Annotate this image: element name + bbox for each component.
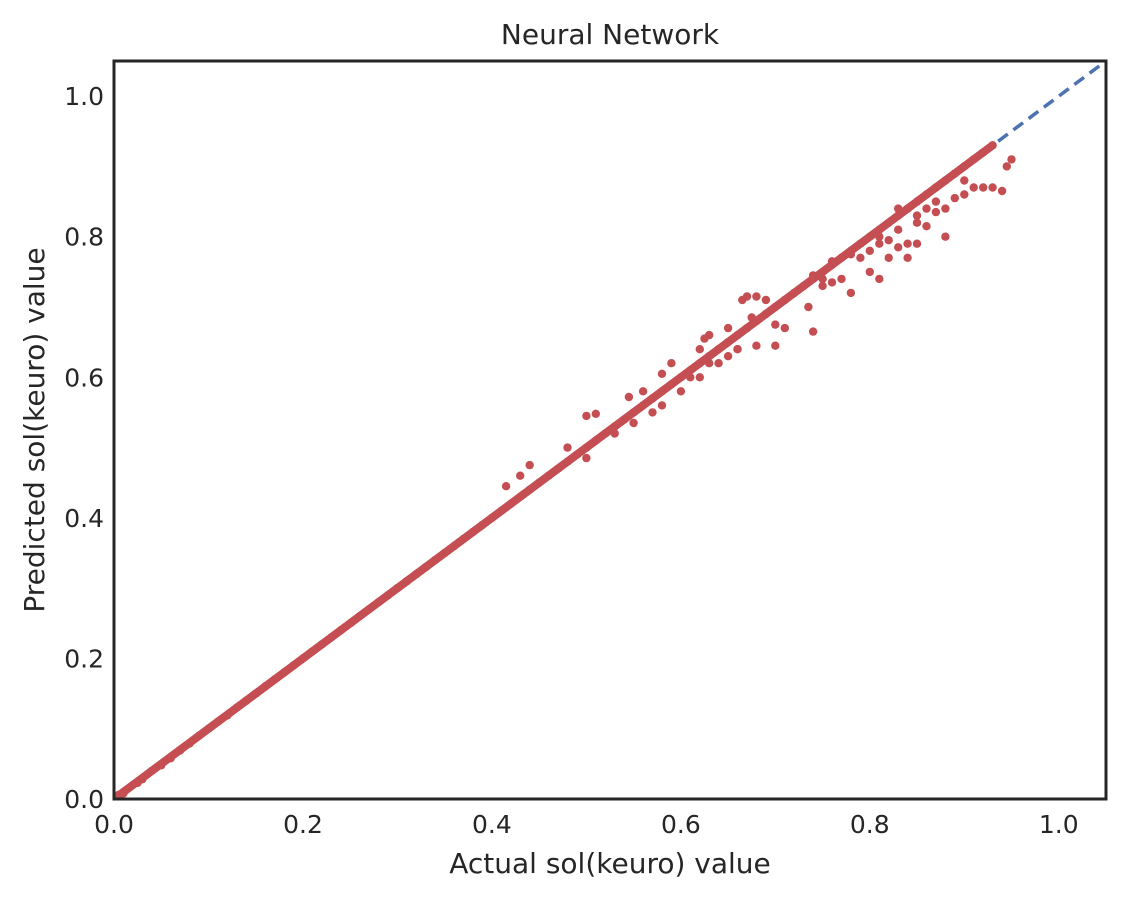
- data-point: [1007, 155, 1016, 164]
- data-point: [695, 345, 704, 354]
- data-point: [667, 359, 676, 368]
- data-point: [894, 225, 903, 234]
- data-point: [931, 197, 941, 206]
- data-point: [950, 193, 959, 203]
- data-point: [903, 239, 912, 248]
- data-point: [582, 453, 591, 463]
- data-point: [941, 204, 950, 213]
- x-tick-label: 0.4: [472, 810, 512, 839]
- data-point: [1002, 162, 1011, 171]
- data-point: [922, 222, 931, 231]
- y-axis-title: Predicted sol(keuro) value: [18, 247, 51, 612]
- data-point: [501, 482, 511, 491]
- data-point: [988, 183, 997, 192]
- data-point: [827, 278, 837, 287]
- data-point: [894, 243, 903, 252]
- data-point: [624, 392, 634, 402]
- data-point: [723, 323, 733, 333]
- data-point: [657, 369, 667, 378]
- x-axis-title: Actual sol(keuro) value: [449, 847, 771, 880]
- data-point: [865, 246, 874, 255]
- data-point: [516, 471, 525, 480]
- data-point: [752, 292, 761, 301]
- y-tick-label: 1.0: [64, 82, 104, 111]
- data-point: [638, 387, 648, 396]
- data-point: [884, 253, 893, 262]
- data-point: [742, 292, 752, 301]
- data-point: [912, 218, 922, 227]
- data-point: [780, 323, 789, 333]
- data-point: [912, 211, 922, 220]
- x-tick-label: 0.8: [850, 810, 890, 839]
- data-point: [865, 267, 874, 277]
- data-point: [629, 418, 638, 428]
- data-point: [884, 236, 893, 245]
- data-point: [705, 330, 714, 340]
- y-tick-labels: 0.0 0.2 0.4 0.6 0.8 1.0: [64, 82, 104, 814]
- y-tick-label: 0.2: [64, 644, 104, 673]
- data-point: [922, 204, 931, 213]
- data-point: [714, 359, 723, 368]
- x-tick-label: 1.0: [1039, 810, 1079, 839]
- data-point: [875, 239, 884, 248]
- data-point: [563, 443, 572, 452]
- y-tick-label: 0.8: [64, 223, 104, 252]
- data-point: [856, 253, 865, 262]
- x-tick-label: 0.6: [661, 810, 701, 839]
- data-point: [875, 274, 884, 284]
- y-tick-label: 0.4: [64, 504, 104, 533]
- data-point-band-overlay: [114, 141, 997, 799]
- data-point: [761, 295, 771, 305]
- x-tick-label: 0.2: [283, 810, 323, 839]
- data-point: [960, 190, 969, 199]
- data-point: [960, 176, 969, 185]
- data-point: [752, 341, 761, 350]
- data-point: [846, 288, 856, 298]
- data-point: [695, 373, 704, 382]
- data-point: [997, 186, 1007, 196]
- data-point: [771, 320, 780, 329]
- data-point: [657, 401, 667, 410]
- data-point: [903, 253, 912, 262]
- data-point: [648, 408, 657, 417]
- data-point: [837, 274, 846, 284]
- plot-area: [114, 61, 1106, 799]
- data-point: [931, 207, 941, 217]
- data-point: [808, 327, 818, 336]
- data-point: [591, 409, 600, 418]
- plot-frame: [112, 59, 1108, 801]
- data-point: [582, 411, 591, 421]
- y-tick-label: 0.0: [64, 785, 104, 814]
- data-point: [912, 239, 922, 248]
- data-point: [804, 302, 813, 312]
- data-point: [733, 345, 742, 354]
- x-tick-labels: 0.0 0.2 0.4 0.6 0.8 1.0: [94, 810, 1079, 839]
- data-point: [818, 281, 827, 291]
- data-point: [676, 387, 686, 396]
- data-point: [525, 460, 534, 470]
- chart-title: Neural Network: [501, 18, 720, 51]
- data-point: [979, 183, 988, 192]
- x-tick-label: 0.0: [94, 810, 134, 839]
- data-point: [969, 183, 978, 192]
- data-point: [771, 341, 780, 350]
- y-tick-label: 0.6: [64, 363, 104, 392]
- data-point: [723, 352, 733, 361]
- data-point: [941, 232, 950, 241]
